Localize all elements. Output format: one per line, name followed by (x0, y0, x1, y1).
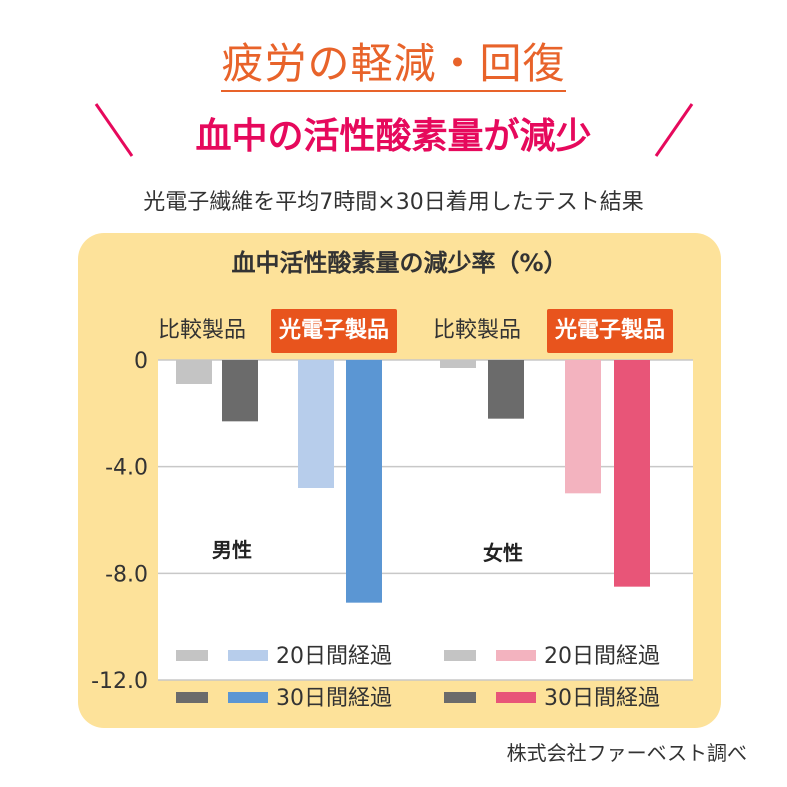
left-slash-icon (94, 103, 134, 157)
chart-title: 血中活性酸素量の減少率（%） (231, 249, 568, 277)
bar-men-brand-30d (346, 360, 382, 603)
bar-women-brand-20d (565, 360, 601, 494)
subheading-row (0, 100, 787, 170)
bar-women-brand-30d (614, 360, 650, 587)
group-label-women: 女性 (483, 541, 523, 565)
men-compare-header: 比較製品 (158, 318, 247, 343)
bar-women-compare-30d (488, 360, 524, 419)
legend-swatch (176, 650, 208, 661)
legend-swatch (496, 692, 536, 703)
legend-swatch (496, 650, 536, 661)
heading: 疲労の軽減・回復 (0, 30, 787, 92)
bar-women-compare-20d (440, 360, 476, 368)
test-note: 光電子繊維を平均7時間×30日着用したテスト結果 (143, 190, 644, 215)
bar-men-brand-20d (298, 360, 334, 488)
group-label-men: 男性 (212, 538, 252, 562)
legend-swatch (444, 692, 476, 703)
legend-label: 30日間経過 (276, 686, 392, 711)
right-slash-icon (654, 103, 694, 157)
bar-men-compare-30d (222, 360, 258, 422)
subheading: 血中の活性酸素量が減少 (195, 116, 592, 157)
women-brand-header: 光電子製品 (547, 309, 674, 353)
legend-label: 20日間経過 (544, 644, 660, 669)
women-compare-header: 比較製品 (433, 318, 522, 343)
heading-text: 疲労の軽減・回復 (221, 39, 566, 92)
legend-swatch (176, 692, 208, 703)
legend-label: 20日間経過 (276, 644, 392, 669)
y-tick-label: -4.0 (105, 456, 148, 481)
y-tick-label: -8.0 (105, 562, 148, 587)
y-tick-label: 0 (134, 349, 148, 374)
men-brand-header: 光電子製品 (271, 309, 398, 353)
legend-swatch (444, 650, 476, 661)
y-tick-label: -12.0 (91, 669, 148, 694)
legend-swatch (228, 650, 268, 661)
source-credit: 株式会社ファーベスト調べ (506, 741, 747, 765)
legend-swatch (228, 692, 268, 703)
legend-label: 30日間経過 (544, 686, 660, 711)
bar-men-compare-20d (176, 360, 212, 384)
